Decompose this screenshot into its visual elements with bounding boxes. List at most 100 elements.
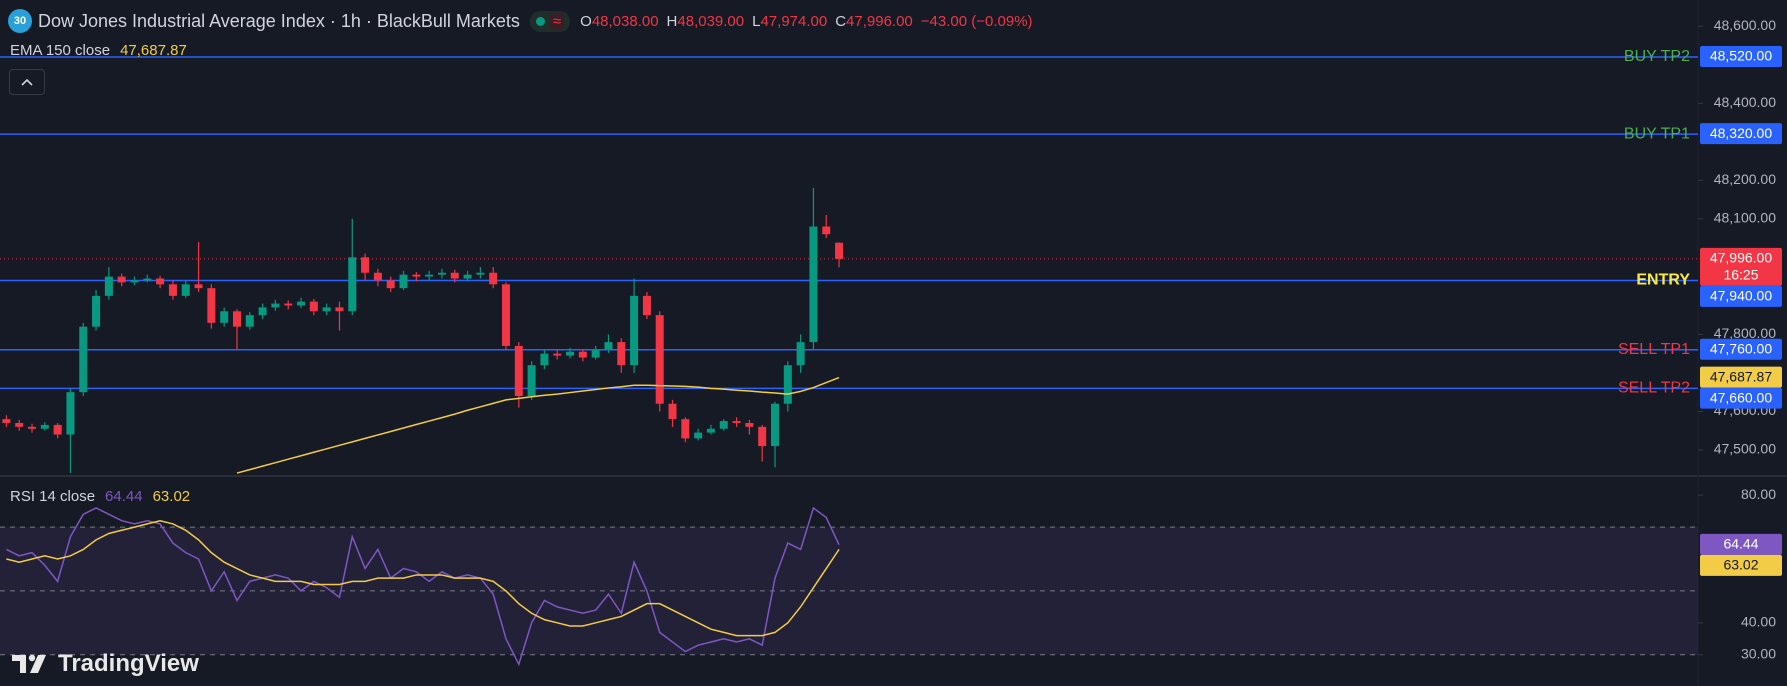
y-tick-label: 40.00 — [1741, 614, 1776, 630]
candle-body — [706, 428, 715, 433]
candle-body — [194, 284, 203, 289]
y-tick-label: 48,100.00 — [1714, 210, 1776, 226]
candle-body — [245, 315, 254, 327]
level-name: SELL TP1 — [1618, 341, 1690, 358]
axis-label-box — [1700, 46, 1782, 68]
candle-body — [399, 274, 408, 289]
candle-body — [758, 426, 767, 447]
axis-label: 16:25 — [1723, 267, 1758, 283]
candle-body — [642, 295, 651, 316]
candle-body — [501, 284, 510, 346]
candle-body — [591, 349, 600, 358]
candle-body — [66, 392, 75, 435]
level-name: BUY TP2 — [1624, 48, 1690, 65]
candle-body — [15, 422, 24, 427]
level-name: BUY TP1 — [1624, 125, 1690, 142]
axis-label-box — [1700, 554, 1782, 576]
status-icon: ≈ — [549, 12, 565, 30]
candle-body — [104, 276, 113, 296]
candle-body — [604, 342, 613, 350]
candle-body — [28, 426, 37, 429]
candle-body — [373, 272, 382, 281]
candle-body — [284, 303, 293, 306]
status-dot — [535, 16, 545, 26]
watermark-text: TradingView — [58, 650, 199, 677]
watermark[interactable]: TradingView — [12, 650, 199, 678]
candle-body — [835, 242, 844, 259]
candle-body — [694, 432, 703, 439]
candle-body — [719, 421, 728, 429]
axis-label-box — [1700, 285, 1782, 307]
level-name: ENTRY — [1636, 272, 1690, 289]
axis-label: 47,687.87 — [1710, 368, 1772, 384]
y-tick-label: 30.00 — [1741, 645, 1776, 661]
candle-body — [668, 403, 677, 420]
candle-body — [476, 272, 485, 275]
candle-body — [822, 226, 831, 235]
candle-body — [578, 351, 587, 358]
ohlc-label: O — [580, 12, 592, 30]
candle-body — [168, 284, 177, 296]
candle-body — [783, 365, 792, 404]
rsi-legend: RSI 14 close 64.44 63.02 — [10, 488, 190, 505]
axis-label: 47,940.00 — [1710, 288, 1772, 304]
axis-label: 48,320.00 — [1710, 125, 1772, 141]
ohlc-label: C — [835, 12, 847, 30]
ohlc-value: 48,039.00 — [677, 12, 745, 30]
candle-body — [309, 301, 318, 312]
candle-body — [745, 422, 754, 427]
candle-body — [437, 272, 446, 275]
candle-body — [617, 342, 626, 366]
candle-body — [181, 284, 190, 296]
collapse-icon — [21, 78, 33, 86]
candle-body — [53, 424, 62, 435]
ohlc-value: 47,974.00 — [760, 12, 828, 30]
candle-body — [527, 365, 536, 397]
axis-label-box — [1700, 123, 1782, 145]
axis-label-box — [1700, 533, 1782, 555]
axis-label: 47,760.00 — [1710, 341, 1772, 357]
ohlc-item: H48,039.00 — [667, 13, 745, 30]
candle-body — [771, 403, 779, 447]
axis-label: 47,996.00 — [1710, 250, 1772, 266]
candle-body — [271, 303, 280, 308]
axis-label-box — [1700, 338, 1782, 360]
ohlc-label: L — [752, 12, 761, 30]
ohlc-item: O48,038.00 — [580, 13, 658, 30]
candle-body — [322, 307, 331, 312]
axis-label-box — [1700, 247, 1782, 286]
candle-body — [681, 419, 690, 439]
y-tick-label: 80.00 — [1741, 486, 1776, 502]
ema-legend-name[interactable]: EMA 150 close — [10, 42, 111, 59]
axis-label-box — [1700, 366, 1782, 388]
candle-body — [386, 280, 395, 289]
candle-body — [796, 342, 805, 366]
candle-body — [732, 421, 741, 423]
rsi-legend-name[interactable]: RSI 14 close — [10, 488, 96, 505]
candle-body — [450, 272, 459, 279]
collapse-button[interactable] — [9, 69, 45, 95]
rsi-ma-legend-value: 63.02 — [152, 488, 191, 505]
symbol-title[interactable]: Dow Jones Industrial Average Index · 1h … — [38, 10, 520, 31]
ohlc-item: L47,974.00 — [752, 13, 827, 30]
ema-legend: EMA 150 close 47,687.87 — [10, 42, 187, 59]
symbol-badge[interactable]: 30 — [8, 9, 32, 33]
candle-body — [630, 295, 639, 366]
y-tick-label: 47,500.00 — [1714, 441, 1776, 457]
candle-body — [40, 424, 49, 429]
candle-body — [540, 353, 549, 366]
candle-body — [809, 226, 818, 343]
candle-body — [655, 315, 664, 404]
ohlc-label: H — [666, 12, 678, 30]
candle-body — [489, 272, 498, 285]
ohlc-value: 48,038.00 — [591, 12, 659, 30]
candle-body — [553, 353, 562, 356]
ohlc-item: C47,996.00 — [835, 13, 913, 30]
ohlc: O48,038.00 H48,039.00 L47,974.00 C47,996… — [580, 13, 1032, 30]
ema-legend-value: 47,687.87 — [120, 42, 187, 59]
candle-body — [361, 257, 370, 273]
status-chip[interactable]: ≈ — [529, 10, 571, 32]
candle-body — [2, 419, 11, 423]
